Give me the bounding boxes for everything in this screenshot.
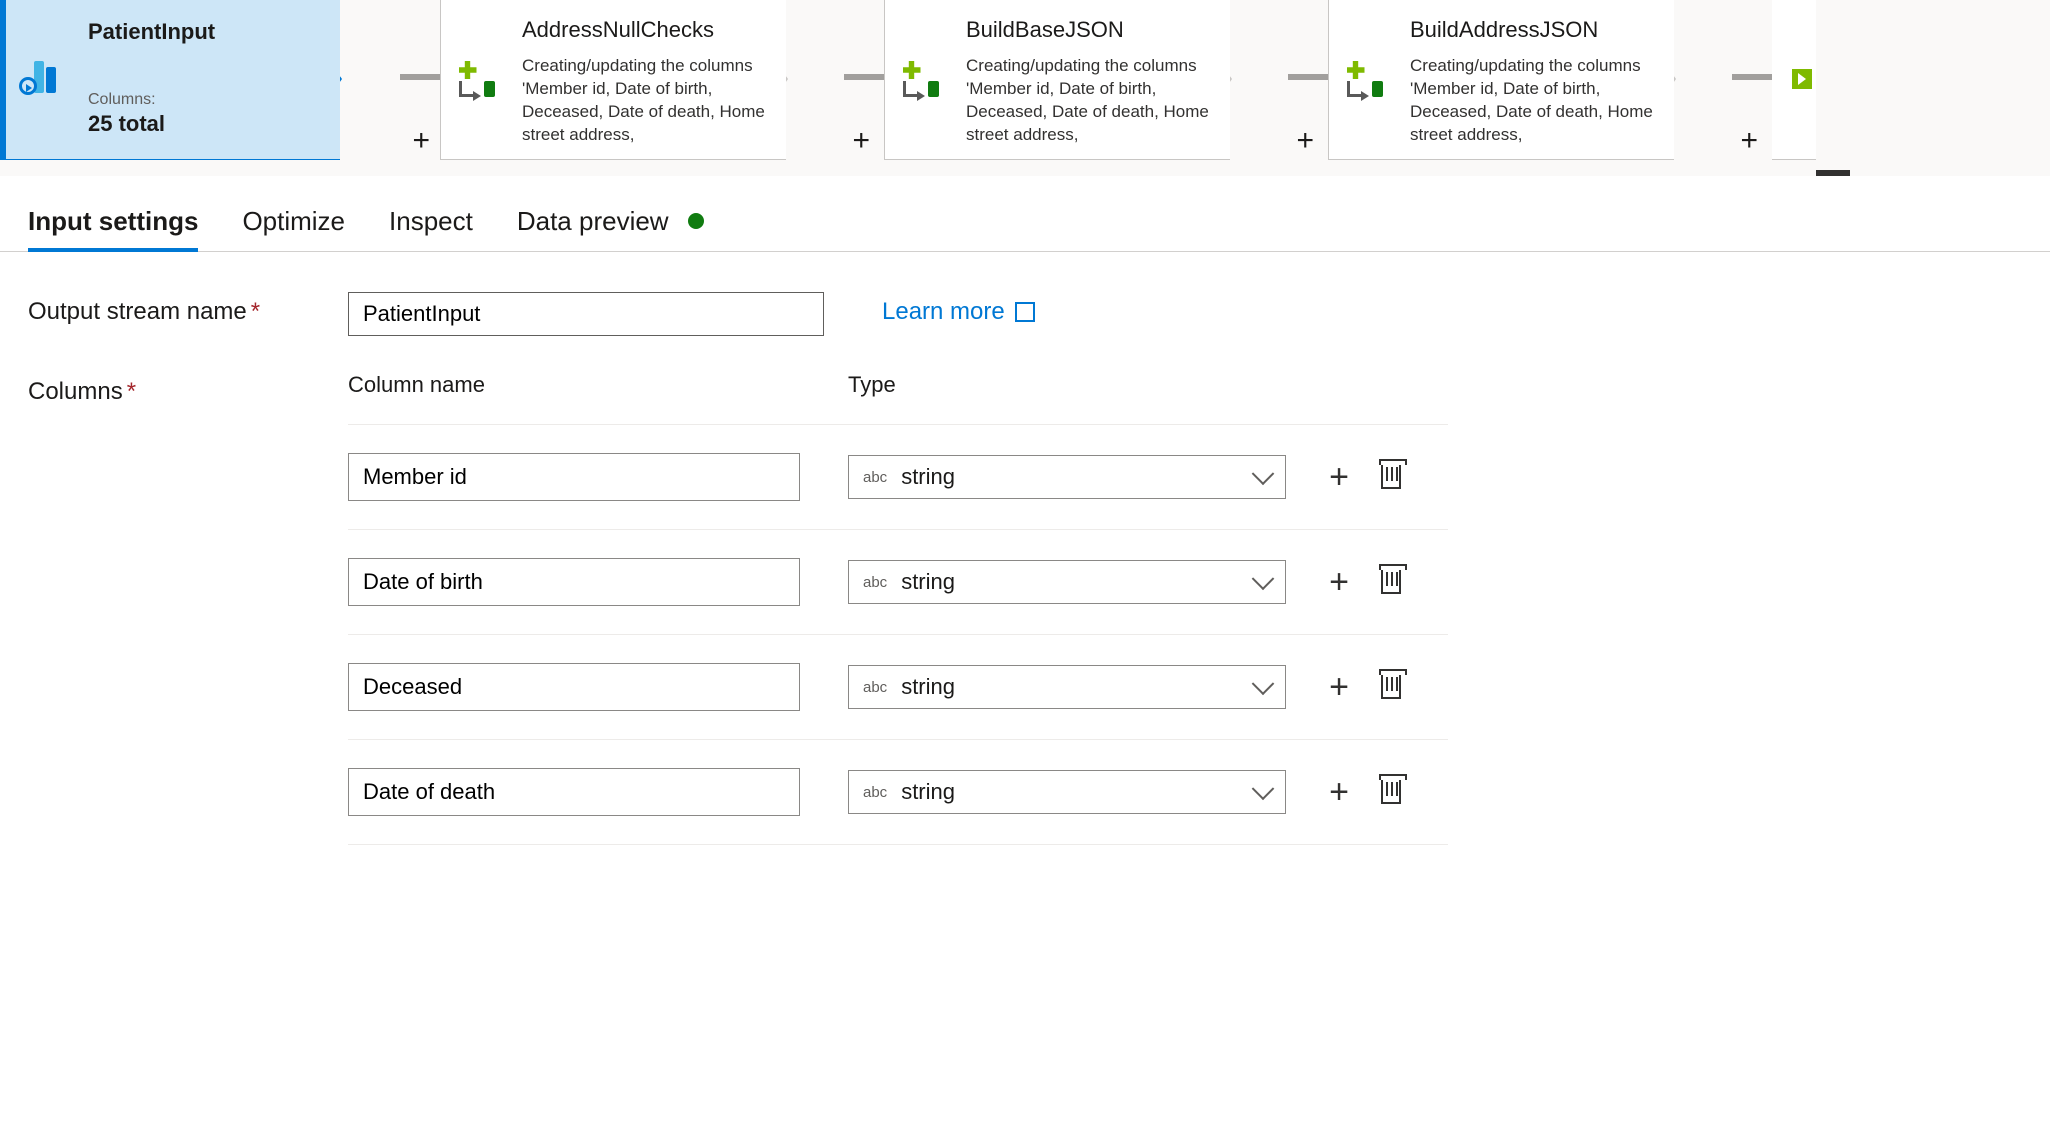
chevron-down-icon [1252,462,1275,485]
column-row: abc string + [348,635,1448,740]
type-tag: abc [863,469,887,486]
tab-data-preview[interactable]: Data preview [517,206,704,251]
add-step-button[interactable]: + [852,124,870,158]
tab-inspect[interactable]: Inspect [389,206,473,251]
input-settings-panel: Output stream name* Learn more Columns* … [0,252,2050,901]
column-type-select[interactable]: abc string [848,560,1286,604]
connector [844,74,884,80]
add-column-button[interactable]: + [1324,462,1354,492]
node-columns-value: 25 total [88,111,320,137]
node-transform-buildaddressjson[interactable]: BuildAddressJSON Creating/updating the c… [1328,0,1732,160]
tab-optimize[interactable]: Optimize [242,206,345,251]
connector [1732,74,1772,80]
add-step-button[interactable]: + [1740,124,1758,158]
preview-status-dot [688,213,704,229]
delete-column-button[interactable] [1376,567,1406,597]
add-column-button[interactable]: + [1324,777,1354,807]
delete-column-button[interactable] [1376,462,1406,492]
node-title: BuildAddressJSON [1410,17,1662,43]
type-tag: abc [863,784,887,801]
node-next-fragment[interactable] [1772,0,1816,160]
node-title: BuildBaseJSON [966,17,1218,43]
learn-more-link[interactable]: Learn more [882,292,1035,326]
source-icon [0,0,72,160]
node-source-patientinput[interactable]: PatientInput Columns: 25 total + [0,0,400,160]
derived-column-icon [440,0,512,160]
header-type: Type [848,372,1448,398]
type-tag: abc [863,679,887,696]
column-name-input[interactable] [348,663,800,711]
node-description: Creating/updating the columns 'Member id… [522,55,774,147]
columns-label: Columns* [28,372,348,406]
chevron-down-icon [1252,567,1275,590]
column-type-select[interactable]: abc string [848,665,1286,709]
chevron-down-icon [1252,672,1275,695]
column-type-select[interactable]: abc string [848,455,1286,499]
derived-column-icon [1328,0,1400,160]
type-value: string [901,464,955,490]
node-columns-label: Columns: [88,91,320,109]
type-value: string [901,569,955,595]
sink-icon [1792,69,1812,89]
column-name-input[interactable] [348,768,800,816]
delete-column-button[interactable] [1376,672,1406,702]
type-value: string [901,779,955,805]
panel-resize-handle[interactable] [0,176,2050,180]
add-column-button[interactable]: + [1324,567,1354,597]
column-row: abc string + [348,740,1448,845]
column-row: abc string + [348,530,1448,635]
tab-input-settings[interactable]: Input settings [28,206,198,251]
node-description: Creating/updating the columns 'Member id… [1410,55,1662,147]
node-title: PatientInput [88,19,320,45]
node-transform-addressnullchecks[interactable]: AddressNullChecks Creating/updating the … [440,0,844,160]
output-stream-label: Output stream name* [28,292,348,326]
node-transform-buildbasejson[interactable]: BuildBaseJSON Creating/updating the colu… [884,0,1288,160]
source-glyph-icon [19,59,59,99]
add-column-button[interactable]: + [1324,672,1354,702]
dataflow-canvas: PatientInput Columns: 25 total + Address… [0,0,2050,176]
header-column-name: Column name [348,372,848,398]
node-title: AddressNullChecks [522,17,774,43]
add-step-button[interactable]: + [412,124,430,158]
connector [1288,74,1328,80]
type-value: string [901,674,955,700]
output-stream-input[interactable] [348,292,824,336]
column-type-select[interactable]: abc string [848,770,1286,814]
external-link-icon [1015,302,1035,322]
columns-header: Column name Type [348,372,1448,425]
derived-column-icon [884,0,956,160]
connector [400,74,440,80]
columns-table: Column name Type abcstring+abcstring+abc… [348,372,1448,845]
type-tag: abc [863,574,887,591]
chevron-down-icon [1252,777,1275,800]
column-name-input[interactable] [348,453,800,501]
tab-label: Data preview [517,206,669,236]
settings-tabs: Input settings Optimize Inspect Data pre… [0,180,2050,252]
column-row: abc string + [348,425,1448,530]
delete-column-button[interactable] [1376,777,1406,807]
add-step-button[interactable]: + [1296,124,1314,158]
column-name-input[interactable] [348,558,800,606]
node-description: Creating/updating the columns 'Member id… [966,55,1218,147]
